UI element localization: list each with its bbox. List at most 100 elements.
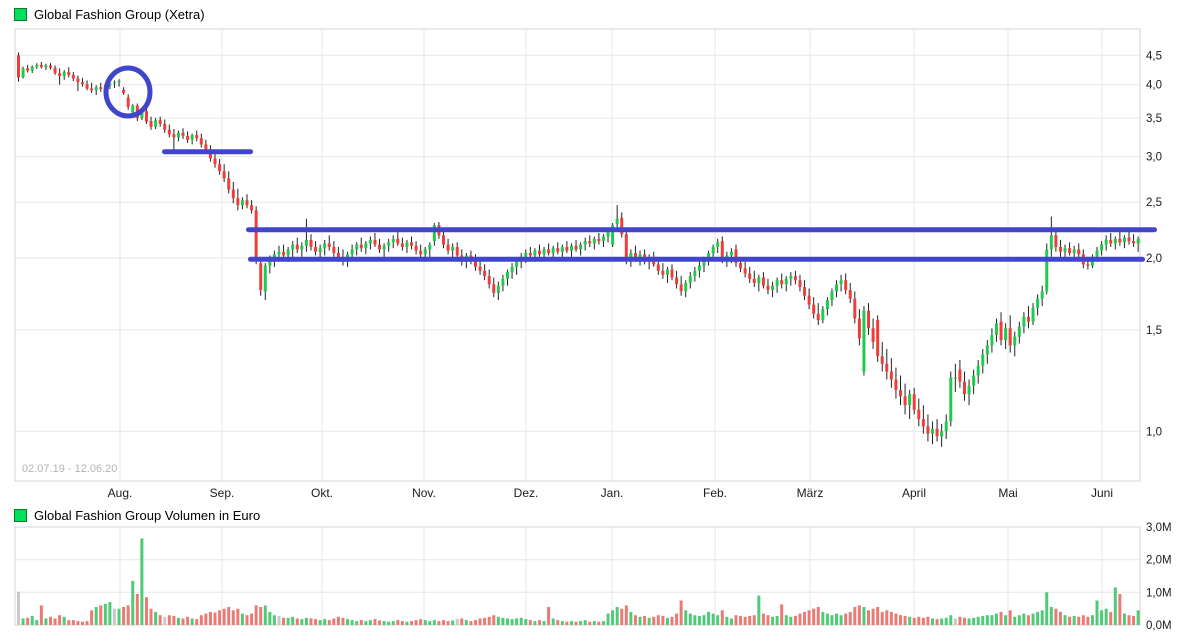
volume-bar [144, 597, 148, 625]
candlestick-body [428, 244, 432, 250]
candlestick-body [501, 278, 505, 286]
candlestick-body [985, 345, 989, 355]
candlestick-body [953, 377, 957, 379]
volume-bar [1031, 613, 1035, 625]
volume-bar [76, 621, 80, 625]
volume-bar [647, 617, 651, 625]
candlestick-body [218, 164, 222, 172]
volume-bar [551, 618, 555, 625]
volume-bar [825, 613, 829, 625]
candlestick-body [821, 309, 825, 321]
volume-bar [780, 604, 784, 625]
candlestick-body [556, 248, 560, 252]
price-tick-label: 3,0 [1146, 152, 1162, 164]
candlestick-body [807, 295, 811, 305]
month-label: Mai [998, 486, 1017, 500]
volume-bar [1063, 615, 1067, 625]
candlestick-body [1022, 316, 1026, 327]
volume-bar [1040, 610, 1044, 625]
volume-bar [1132, 615, 1136, 625]
candlestick-body [638, 254, 642, 258]
candlestick-body [565, 247, 569, 251]
volume-bar [245, 615, 249, 625]
volume-bar [355, 621, 359, 625]
volume-bar [149, 608, 153, 625]
volume-bar [268, 611, 272, 625]
candlestick-body [675, 277, 679, 285]
volume-bar [821, 611, 825, 625]
candlestick-body [757, 277, 761, 283]
volume-bar [455, 619, 459, 625]
volume-bar [606, 613, 610, 625]
volume-bar [629, 611, 633, 625]
candlestick-body [332, 247, 336, 254]
candlestick-body [780, 280, 784, 285]
volume-bar [21, 618, 25, 625]
candlestick-body [323, 243, 327, 249]
candlestick-body [1086, 264, 1090, 266]
candlestick-body [309, 239, 313, 247]
candlestick-body [126, 97, 130, 107]
candlestick-body [496, 285, 500, 293]
volume-bar [208, 611, 212, 625]
candlestick-body [958, 369, 962, 382]
candlestick-body [972, 375, 976, 386]
candlestick-body [542, 249, 546, 255]
volume-bar [478, 618, 482, 625]
price-series-title: Global Fashion Group (Xetra) [34, 7, 205, 22]
candlestick-body [889, 371, 893, 380]
volume-bar [1054, 608, 1058, 625]
volume-bar [163, 616, 167, 625]
candlestick-body [154, 120, 158, 127]
volume-bar [652, 616, 656, 625]
candlestick-body [1072, 249, 1076, 253]
volume-color-swatch-icon [14, 509, 27, 522]
candlestick-body [240, 200, 244, 206]
candlestick-body [1113, 238, 1117, 244]
volume-bar [213, 612, 217, 625]
volume-tick-label: 3,0M [1146, 522, 1172, 534]
candlestick-body [419, 250, 423, 255]
volume-bar [707, 611, 711, 625]
candlestick-body [231, 189, 235, 199]
volume-bar [885, 610, 889, 625]
volume-bar [1100, 610, 1104, 625]
month-label: Nov. [412, 486, 436, 500]
candlestick-body [451, 247, 455, 251]
volume-bar [876, 607, 880, 625]
candlestick-body [1095, 250, 1099, 257]
volume-bar [218, 610, 222, 625]
candlestick-body [213, 158, 217, 165]
candlestick-body [117, 81, 121, 83]
candlestick-body [396, 238, 400, 244]
candlestick-body [67, 71, 71, 75]
volume-bar [30, 615, 34, 625]
volume-bar [391, 621, 395, 625]
volume-bar [862, 607, 866, 625]
candlestick-body [1008, 328, 1012, 346]
candlestick-body [483, 270, 487, 277]
candlestick-body [131, 105, 135, 113]
volume-bar [1109, 611, 1113, 625]
volume-bar [771, 616, 775, 625]
candlestick-body [158, 120, 162, 124]
candlestick-body [926, 426, 930, 434]
volume-bar [1072, 615, 1076, 625]
candlestick-body [167, 129, 171, 135]
volume-bar [1077, 616, 1081, 625]
volume-bar [35, 620, 39, 625]
volume-bar [912, 617, 916, 625]
volume-bar [222, 608, 226, 625]
volume-bar [154, 611, 158, 625]
volume-bar [90, 610, 94, 625]
volume-bar [346, 619, 350, 625]
candlestick-body [1054, 235, 1058, 247]
candlestick-body [405, 242, 409, 247]
candlestick-body [21, 68, 25, 78]
candlestick-body [816, 313, 820, 321]
volume-bar [592, 621, 596, 625]
volume-bar [775, 615, 779, 625]
candlestick-body [931, 428, 934, 434]
volume-bar [167, 615, 171, 625]
